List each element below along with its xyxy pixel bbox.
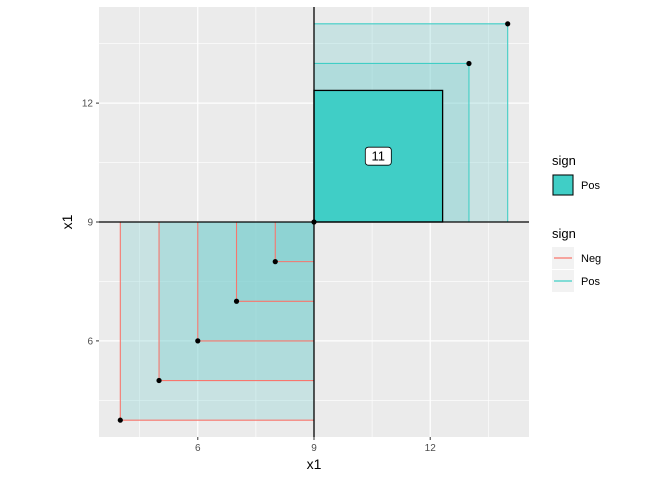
data-points: [117, 21, 511, 423]
x-tick-label: 12: [425, 443, 437, 454]
data-point: [233, 298, 240, 304]
y-tick-label: 9: [87, 218, 93, 229]
data-point: [195, 338, 201, 344]
data-point: [272, 259, 278, 265]
x-tick-label: 9: [311, 443, 317, 454]
deviation-rect-fill: [197, 222, 314, 341]
legend-fill-label: Pos: [581, 180, 600, 192]
mean-square-annotation: 11: [364, 146, 392, 166]
data-point: [466, 60, 472, 67]
data-point: [117, 417, 123, 423]
x-tick-label: 6: [195, 443, 201, 454]
y-tick-label: 12: [82, 99, 94, 110]
legend-line-label: Pos: [581, 276, 600, 288]
data-point: [311, 219, 317, 225]
annotation-label: 11: [372, 149, 386, 164]
deviation-rect-fill: [120, 222, 314, 421]
data-point: [156, 377, 162, 384]
y-tick-label: 6: [87, 336, 93, 347]
annotation-box: [364, 146, 392, 166]
legend-fill-key: [552, 174, 574, 196]
y-axis-ticks: 6 9 12: [82, 99, 99, 347]
x-axis-title: x1: [307, 456, 322, 472]
legend-line-label: Neg: [581, 253, 601, 265]
legend-fill-title: sign: [552, 153, 576, 168]
y-axis-title: x1: [59, 214, 75, 229]
data-point: [505, 21, 511, 27]
deviation-rect-fill: [275, 222, 314, 262]
x-axis-ticks: 6 9 12: [195, 437, 436, 454]
legend-line-title: sign: [552, 226, 576, 241]
